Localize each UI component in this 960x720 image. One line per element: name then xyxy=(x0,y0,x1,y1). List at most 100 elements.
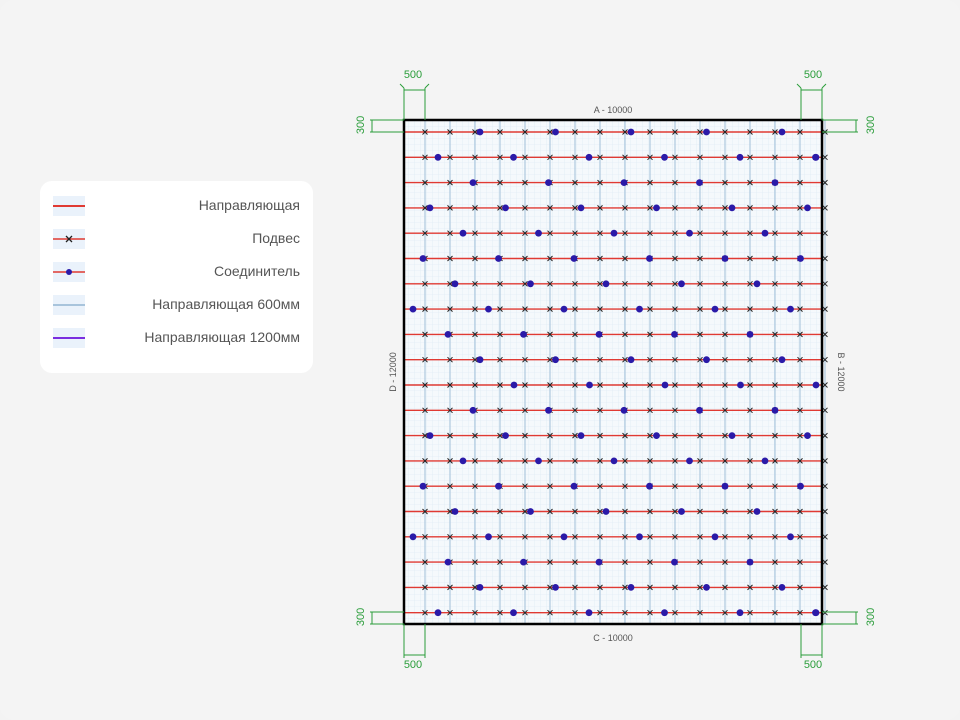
connector-dot xyxy=(469,179,477,187)
hanger-mark xyxy=(697,483,703,490)
hanger-mark xyxy=(497,382,503,388)
dimension-line xyxy=(424,83,430,89)
hanger-mark xyxy=(722,559,728,565)
hanger-mark xyxy=(647,382,653,388)
hanger-mark xyxy=(622,129,628,135)
connector-dot xyxy=(797,482,804,490)
connector-dot xyxy=(653,204,660,212)
hanger-mark xyxy=(497,559,503,565)
hanger-mark xyxy=(597,533,603,540)
hanger-mark xyxy=(597,407,603,414)
legend-panel: Направляющая Подвес Соединитель xyxy=(40,181,313,373)
hanger-mark xyxy=(797,356,803,363)
connector-dot xyxy=(686,457,693,465)
hanger-mark xyxy=(472,205,478,211)
hanger-mark xyxy=(472,280,478,287)
hanger-mark xyxy=(647,306,653,312)
connector-dot xyxy=(671,558,678,566)
connector-dot xyxy=(577,204,585,212)
legend-label: Направляющая 600мм xyxy=(152,296,300,312)
hanger-mark xyxy=(647,533,653,540)
hanger-mark xyxy=(497,205,503,211)
hanger-mark xyxy=(822,331,828,338)
connector-dot xyxy=(646,482,653,490)
hanger-mark xyxy=(697,559,703,565)
hanger-mark xyxy=(697,432,703,439)
connector-dot xyxy=(636,533,643,541)
dim-label-right-bottom: 300 xyxy=(865,608,877,626)
hanger-mark xyxy=(672,205,678,211)
hanger-mark xyxy=(647,331,653,338)
connector-dot xyxy=(736,609,744,617)
hanger-mark xyxy=(447,255,453,262)
connector-dot xyxy=(787,305,794,313)
hanger-mark xyxy=(797,584,803,591)
connector-dot xyxy=(560,533,568,541)
hanger-mark xyxy=(797,382,803,388)
legend-item-hanger: Подвес xyxy=(40,225,313,253)
hanger-mark xyxy=(772,483,778,490)
hanger-mark xyxy=(797,129,803,135)
hanger-mark xyxy=(422,205,428,211)
hanger-mark xyxy=(622,306,628,312)
hanger-mark xyxy=(772,508,778,515)
hanger-mark xyxy=(747,458,753,464)
connector-dot xyxy=(485,533,492,541)
hanger-mark xyxy=(547,129,553,135)
hanger-mark xyxy=(522,205,528,211)
hanger-mark xyxy=(747,205,753,211)
hanger-mark xyxy=(597,205,603,211)
hanger-mark xyxy=(622,230,628,237)
hanger-mark xyxy=(572,559,578,565)
hanger-mark xyxy=(597,179,603,186)
hanger-mark xyxy=(422,179,428,186)
connector-dot xyxy=(476,128,484,136)
hanger-mark xyxy=(647,230,653,237)
connector-dot xyxy=(560,305,568,313)
hanger-mark xyxy=(622,154,628,161)
hanger-mark xyxy=(822,508,828,515)
hanger-mark xyxy=(547,230,553,237)
hanger-mark xyxy=(472,609,478,616)
hanger-mark xyxy=(697,255,703,262)
connector-dot xyxy=(678,280,685,288)
hanger-mark xyxy=(472,129,478,135)
connector-dot xyxy=(797,255,804,262)
hanger-mark xyxy=(522,179,528,186)
hanger-mark xyxy=(672,432,678,439)
hanger-mark xyxy=(672,584,678,591)
connector-dot xyxy=(728,432,736,439)
hanger-mark xyxy=(672,255,678,262)
dimension-line xyxy=(821,83,827,89)
hanger-mark xyxy=(422,458,428,464)
connector-dot xyxy=(721,255,729,262)
hanger-mark xyxy=(497,280,503,287)
connector-dot xyxy=(535,457,542,465)
hanger-mark xyxy=(822,559,828,565)
hanger-mark xyxy=(447,609,453,616)
hanger-mark xyxy=(722,584,728,591)
hanger-mark xyxy=(447,154,453,161)
hanger-mark xyxy=(422,306,428,312)
hanger-mark xyxy=(447,179,453,186)
side-label-right: B - 12000 xyxy=(836,352,846,391)
hanger-mark xyxy=(522,432,528,439)
hanger-mark xyxy=(497,356,503,363)
connector-dot xyxy=(736,153,744,161)
connector-dot xyxy=(502,204,509,212)
hanger-mark xyxy=(497,407,503,414)
legend-label: Направляющая 1200мм xyxy=(144,329,300,345)
dim-label-bottom-right: 500 xyxy=(804,659,822,671)
connector-dot xyxy=(520,331,527,338)
connector-dot xyxy=(610,457,618,465)
hanger-mark xyxy=(722,306,728,312)
connector-dot xyxy=(570,482,578,490)
room-border xyxy=(402,118,824,626)
hanger-mark xyxy=(647,508,653,515)
connector-dot xyxy=(737,381,744,389)
hanger-mark xyxy=(722,382,728,388)
hanger-mark xyxy=(722,356,728,363)
hanger-mark xyxy=(547,432,553,439)
hanger-mark xyxy=(572,584,578,591)
connector-dot xyxy=(812,381,820,389)
